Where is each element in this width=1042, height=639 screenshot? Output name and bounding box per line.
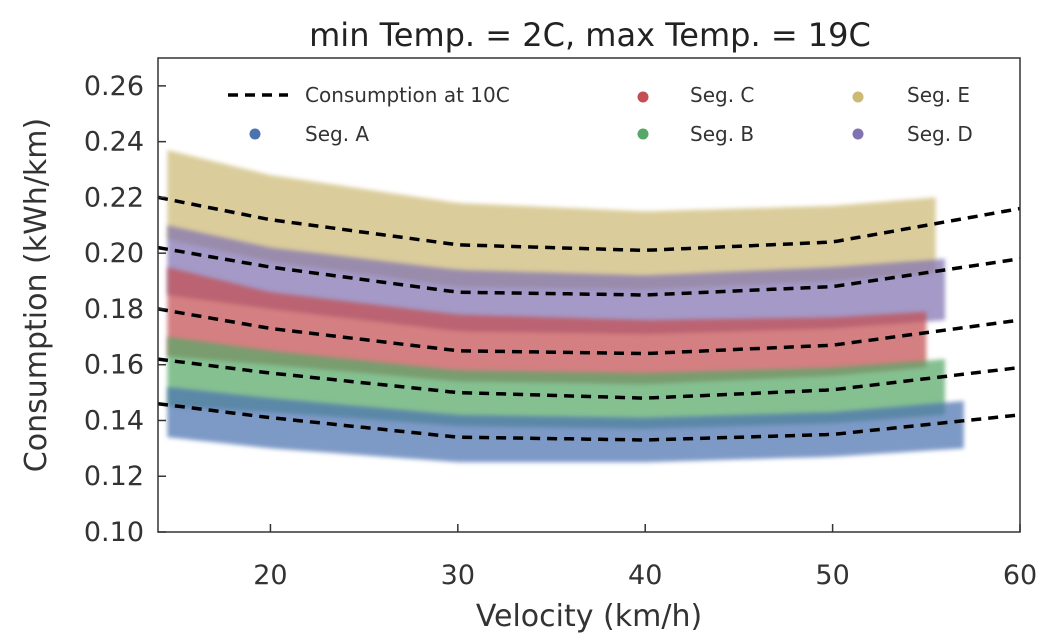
legend-marker-seg-c <box>637 91 649 103</box>
y-axis-ticks: 0.10 0.12 0.14 0.16 0.18 0.20 0.22 0.24 0.26 <box>84 71 166 548</box>
y-tick-label: 0.16 <box>84 350 144 381</box>
y-tick-label: 0.20 <box>84 238 144 269</box>
x-tick-label: 60 <box>1003 560 1037 591</box>
x-axis-ticks: 20 30 40 50 60 <box>253 524 1037 591</box>
segment-bands <box>167 150 964 463</box>
x-tick-label: 50 <box>815 560 849 591</box>
y-tick-label: 0.14 <box>84 405 144 436</box>
legend-label-seg-d: Seg. D <box>907 122 973 146</box>
scatter-band-seg-a <box>167 387 964 463</box>
scatter-band-seg-b <box>167 336 945 429</box>
x-axis-label: Velocity (km/h) <box>476 599 702 634</box>
y-tick-label: 0.10 <box>84 517 144 548</box>
scatter-band-seg-c <box>167 267 927 385</box>
legend-label-consumption: Consumption at 10C <box>305 83 510 107</box>
y-tick-label: 0.12 <box>84 461 144 492</box>
x-tick-label: 40 <box>628 560 662 591</box>
consumption-curve-3 <box>158 307 1020 356</box>
x-tick-label: 20 <box>253 560 287 591</box>
legend-marker-seg-d <box>852 128 864 140</box>
legend-label-seg-a: Seg. A <box>305 122 369 146</box>
plot-frame <box>157 57 1021 533</box>
x-tick-label: 30 <box>441 560 475 591</box>
consumption-curve-4 <box>158 357 1020 400</box>
y-tick-label: 0.26 <box>84 71 144 102</box>
legend-marker-seg-a <box>249 128 261 140</box>
y-tick-label: 0.22 <box>84 182 144 213</box>
chart-title: min Temp. = 2C, max Temp. = 19C <box>309 16 871 54</box>
y-axis-label: Consumption (kWh/km) <box>19 118 54 472</box>
scatter-band-seg-e <box>167 150 936 290</box>
y-tick-label: 0.24 <box>84 127 144 158</box>
consumption-curves <box>158 195 1020 442</box>
legend-label-seg-c: Seg. C <box>690 83 754 107</box>
legend: Consumption at 10C Seg. A Seg. C Seg. B … <box>228 83 973 146</box>
legend-label-seg-b: Seg. B <box>690 122 754 146</box>
consumption-curve-1 <box>158 195 1020 253</box>
consumption-curve-5 <box>158 401 1020 442</box>
legend-marker-seg-e <box>852 91 864 103</box>
consumption-curve-2 <box>158 245 1020 297</box>
y-tick-label: 0.18 <box>84 294 144 325</box>
legend-marker-seg-b <box>637 128 649 140</box>
legend-label-seg-e: Seg. E <box>907 83 970 107</box>
